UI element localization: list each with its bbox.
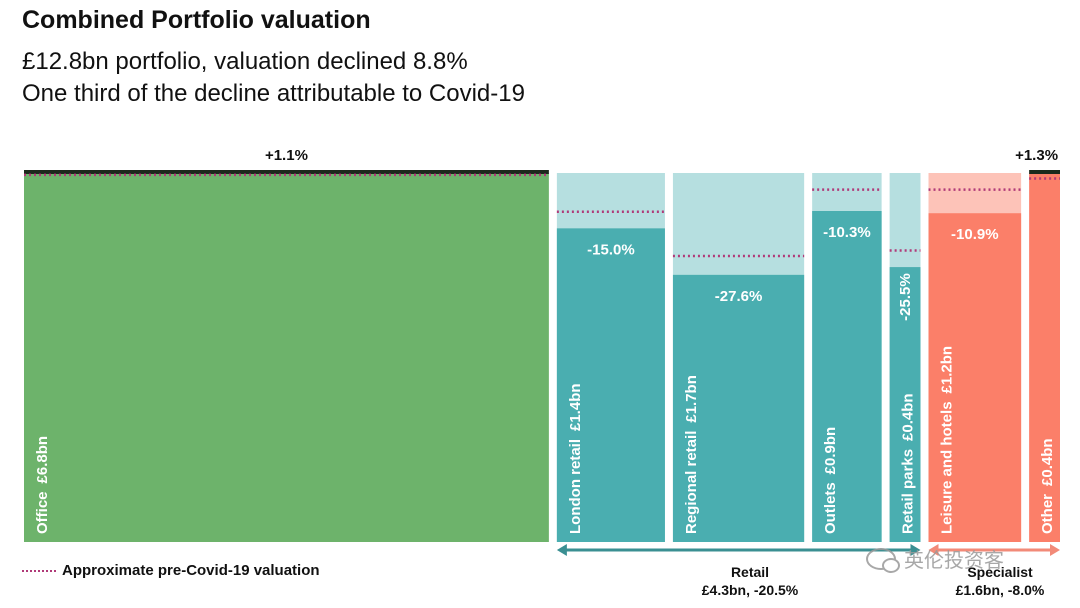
subtitle-line-2: One third of the decline attributable to…: [22, 80, 525, 107]
retail-bracket-arrow-left-icon: [556, 544, 567, 556]
bar-regional-retail: [672, 274, 805, 542]
change-label-retail-parks: -25.5%: [897, 273, 914, 321]
legend-label: Approximate pre-Covid-19 valuation: [62, 562, 320, 579]
specialist-bracket-arrow-left-icon: [928, 544, 939, 556]
segment-label-other: Other£0.4bn: [1039, 438, 1056, 534]
change-label-other: +1.3%: [1015, 147, 1058, 164]
gain-cap-office: [24, 170, 549, 174]
segment-label-office: Office£6.8bn: [34, 436, 51, 534]
group-label-retail: Retail £4.3bn, -20.5%: [640, 563, 860, 599]
group-summary-specialist: £1.6bn, -8.0%: [955, 582, 1045, 598]
change-label-regional-retail: -27.6%: [715, 288, 763, 305]
legend-dotted-line-icon: [22, 569, 56, 572]
bar-leisure-and-hotels: [928, 213, 1022, 542]
bar-other: [1029, 173, 1060, 542]
bar-outlets: [812, 211, 882, 542]
segment-label-london-retail: London retail£1.4bn: [567, 383, 584, 534]
group-name-retail: Retail: [730, 564, 770, 580]
group-summary-retail: £4.3bn, -20.5%: [701, 582, 799, 598]
watermark-text: 英伦投资客: [904, 550, 1004, 572]
group-label-specialist: Specialist £1.6bn, -8.0%: [930, 563, 1070, 599]
legend: Approximate pre-Covid-19 valuation: [22, 562, 320, 579]
bar-retail-parks: [889, 267, 921, 542]
change-label-london-retail: -15.0%: [587, 241, 635, 258]
change-label-office: +1.1%: [265, 147, 308, 164]
subtitle-line-1: £12.8bn portfolio, valuation declined 8.…: [22, 48, 468, 75]
segment-label-outlets: Outlets£0.9bn: [822, 427, 839, 534]
wechat-icon: [866, 547, 900, 573]
change-label-leisure-and-hotels: -10.9%: [951, 226, 999, 243]
retail-bracket-arrow-right-icon: [910, 544, 921, 556]
specialist-bracket-arrow-right-icon: [1050, 544, 1060, 556]
group-name-specialist: Specialist: [967, 564, 1033, 580]
gain-cap-other: [1029, 170, 1060, 174]
change-label-outlets: -10.3%: [823, 224, 871, 241]
watermark: 英伦投资客: [866, 544, 1004, 573]
segment-label-leisure-and-hotels: Leisure and hotels£1.2bn: [939, 346, 956, 534]
segment-label-retail-parks: Retail parks£0.4bn: [900, 393, 917, 534]
chart-title: Combined Portfolio valuation: [22, 6, 371, 34]
segment-label-regional-retail: Regional retail£1.7bn: [683, 375, 700, 534]
bar-london-retail: [556, 228, 665, 542]
bar-office: [24, 173, 549, 542]
